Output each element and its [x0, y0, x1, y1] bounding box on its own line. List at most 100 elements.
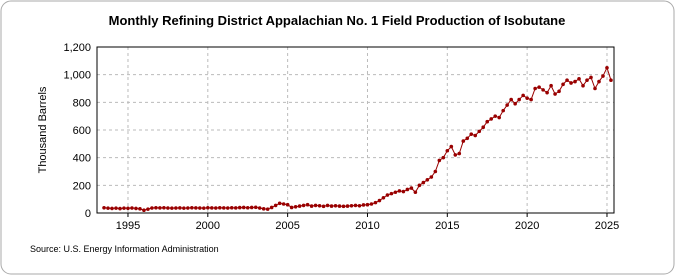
data-point	[341, 204, 346, 209]
data-point	[433, 169, 438, 174]
data-point	[301, 203, 306, 208]
data-point	[134, 206, 138, 211]
data-point	[317, 204, 322, 208]
data-point	[553, 92, 557, 96]
x-tick-label: 2000	[196, 220, 220, 232]
y-axis-label: Thousand Barrels	[37, 86, 49, 173]
data-point	[541, 88, 545, 92]
data-point	[353, 203, 358, 208]
data-point	[381, 195, 386, 200]
data-point	[609, 78, 613, 82]
data-point	[421, 180, 426, 185]
data-point	[170, 206, 174, 210]
data-point	[217, 205, 222, 210]
data-point	[114, 206, 118, 210]
data-point	[285, 202, 290, 207]
data-point	[449, 144, 454, 149]
data-point	[493, 114, 498, 118]
x-tick-label: 2010	[355, 220, 379, 232]
data-point	[178, 206, 182, 210]
data-point	[525, 96, 529, 100]
data-point	[321, 204, 326, 209]
data-point	[509, 97, 513, 102]
data-point	[505, 103, 509, 107]
x-tick-label: 2015	[435, 220, 459, 232]
data-point	[265, 207, 270, 211]
data-point	[401, 189, 406, 194]
data-point	[533, 86, 537, 91]
plot-border	[96, 46, 615, 214]
data-point	[605, 65, 609, 70]
data-point	[182, 206, 186, 210]
x-tick-label: 2020	[515, 220, 539, 232]
data-point	[221, 206, 226, 210]
y-tick-label: 0	[85, 208, 91, 220]
data-point	[150, 206, 154, 210]
data-point	[593, 86, 597, 91]
data-point	[585, 78, 589, 82]
data-point	[122, 206, 126, 210]
data-point	[549, 83, 553, 88]
data-point	[473, 133, 478, 138]
data-point	[102, 205, 106, 210]
data-point	[429, 175, 434, 179]
data-point	[517, 97, 521, 102]
data-point	[241, 205, 246, 210]
data-point	[281, 202, 286, 206]
data-point	[485, 119, 490, 124]
data-point	[417, 183, 422, 188]
data-point	[393, 190, 398, 195]
data-point	[457, 151, 462, 156]
y-tick-label: 1,200	[63, 42, 91, 54]
data-point	[385, 193, 390, 197]
data-point	[289, 205, 294, 210]
data-point	[213, 206, 218, 210]
data-point	[297, 204, 302, 208]
data-point	[413, 190, 418, 195]
data-point	[313, 203, 318, 208]
data-point	[210, 206, 214, 210]
data-point	[537, 85, 541, 89]
data-point	[206, 205, 210, 210]
data-point	[174, 206, 178, 210]
data-point	[545, 90, 549, 95]
data-point	[194, 206, 198, 210]
data-point	[397, 189, 402, 193]
data-point	[249, 205, 254, 210]
data-point	[158, 206, 162, 210]
y-tick-label: 400	[73, 153, 91, 165]
data-point	[445, 148, 450, 153]
data-point	[453, 153, 458, 157]
x-tick-label: 2005	[275, 220, 299, 232]
data-point	[146, 207, 150, 211]
data-point	[569, 81, 573, 85]
data-point	[369, 202, 374, 206]
data-point	[245, 205, 250, 210]
data-point	[577, 77, 581, 81]
data-point	[389, 191, 394, 196]
data-point	[229, 205, 234, 210]
data-point	[166, 206, 170, 210]
data-point	[118, 206, 122, 211]
data-point	[437, 158, 442, 163]
data-point	[557, 89, 561, 94]
data-point	[529, 97, 533, 102]
data-point	[469, 132, 474, 136]
data-point	[361, 203, 366, 207]
data-point	[461, 139, 466, 143]
data-point	[198, 206, 202, 210]
data-point	[565, 78, 569, 82]
data-point	[481, 125, 486, 130]
data-point	[465, 136, 470, 141]
data-point	[365, 202, 370, 207]
data-point	[253, 205, 258, 210]
data-point	[333, 204, 338, 208]
y-tick-label: 200	[73, 180, 91, 192]
data-point	[601, 74, 605, 78]
data-point	[126, 206, 130, 211]
data-point	[142, 208, 146, 213]
y-tick-label: 600	[73, 125, 91, 137]
data-point	[597, 79, 601, 84]
data-point	[561, 82, 565, 87]
